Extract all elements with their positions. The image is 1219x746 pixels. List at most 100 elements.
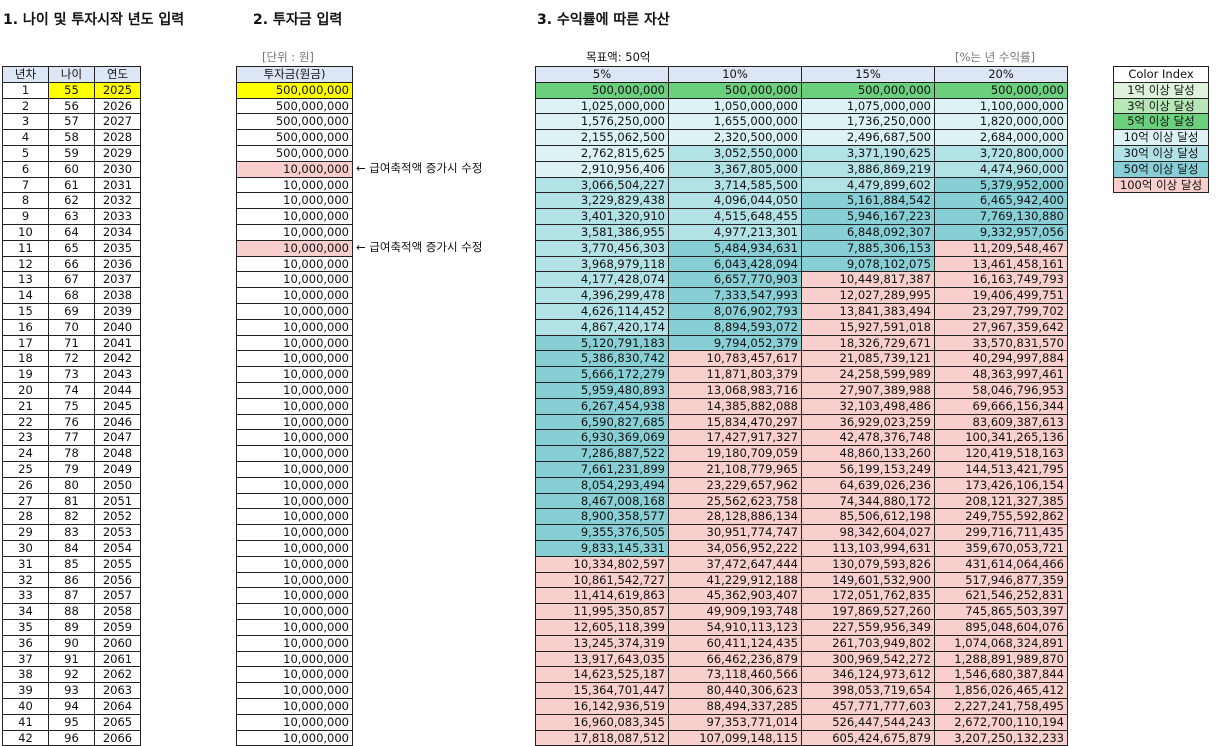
cell: 32 <box>2 571 49 589</box>
asset-cell: 526,447,544,243 <box>801 713 935 731</box>
asset-cell: 4,626,114,452 <box>535 303 669 320</box>
asset-cell: 517,946,877,359 <box>934 571 1068 589</box>
asset-cell: 4,479,899,602 <box>801 176 935 194</box>
asset-cell: 5,120,791,183 <box>535 334 669 352</box>
unit-note: [단위 : 원] <box>262 50 314 64</box>
asset-cell: 48,860,133,260 <box>801 445 935 462</box>
cell: 81 <box>48 492 95 510</box>
cell: 2053 <box>94 524 141 541</box>
legend-title: Color Index <box>1113 66 1209 83</box>
asset-cell: 457,771,777,603 <box>801 698 935 715</box>
asset-cell: 15,834,470,297 <box>668 413 802 431</box>
cell: 72 <box>48 350 95 368</box>
legend-item: 50억 이상 달성 <box>1113 160 1209 178</box>
asset-cell: 17,818,087,512 <box>535 729 669 746</box>
asset-cell: 11,209,548,467 <box>934 239 1068 257</box>
cell: 35 <box>2 619 49 636</box>
asset-cell: 56,199,153,249 <box>801 461 935 478</box>
cell: 69 <box>48 303 95 320</box>
amount-cell: 10,000,000 <box>236 540 353 557</box>
cell: 2056 <box>94 571 141 589</box>
cell: 23 <box>2 429 49 447</box>
asset-cell: 500,000,000 <box>801 81 935 99</box>
cell: 2040 <box>94 318 141 336</box>
cell: 27 <box>2 492 49 510</box>
amount-cell: 10,000,000 <box>236 287 353 304</box>
cell: 39 <box>2 682 49 699</box>
asset-cell: 2,910,956,406 <box>535 160 669 178</box>
asset-cell: 9,355,376,505 <box>535 524 669 541</box>
amount-cell: 10,000,000 <box>236 397 353 415</box>
asset-cell: 9,833,145,331 <box>535 540 669 557</box>
asset-cell: 42,478,376,748 <box>801 429 935 447</box>
cell: 22 <box>2 413 49 431</box>
cell: 37 <box>2 650 49 668</box>
cell: 30 <box>2 540 49 557</box>
asset-cell: 97,353,771,014 <box>668 713 802 731</box>
column-header: 년차 <box>2 66 49 83</box>
asset-cell: 1,856,026,465,412 <box>934 682 1068 699</box>
cell: 6 <box>2 160 49 178</box>
cell: 71 <box>48 334 95 352</box>
asset-cell: 3,714,585,500 <box>668 176 802 194</box>
rate-header: 15% <box>801 66 935 83</box>
cell: 18 <box>2 350 49 368</box>
asset-cell: 249,755,592,862 <box>934 508 1068 526</box>
amount-cell: 10,000,000 <box>236 603 353 620</box>
cell: 68 <box>48 287 95 304</box>
asset-cell: 60,411,124,435 <box>668 634 802 652</box>
cell: 2038 <box>94 287 141 304</box>
asset-cell: 3,367,805,000 <box>668 160 802 178</box>
cell: 41 <box>2 713 49 731</box>
asset-cell: 19,406,499,751 <box>934 287 1068 304</box>
cell: 25 <box>2 461 49 478</box>
cell: 2027 <box>94 113 141 131</box>
cell: 2041 <box>94 334 141 352</box>
cell: 59 <box>48 145 95 162</box>
cell: 11 <box>2 239 49 257</box>
legend-item: 1억 이상 달성 <box>1113 81 1209 99</box>
cell: 12 <box>2 255 49 273</box>
asset-cell: 13,917,643,035 <box>535 650 669 668</box>
cell: 78 <box>48 445 95 462</box>
cell: 64 <box>48 224 95 241</box>
cell: 2030 <box>94 160 141 178</box>
amount-cell: 10,000,000 <box>236 650 353 668</box>
cell: 93 <box>48 682 95 699</box>
amount-cell: 10,000,000 <box>236 666 353 684</box>
cell: 14 <box>2 287 49 304</box>
asset-cell: 6,930,369,069 <box>535 429 669 447</box>
cell: 2033 <box>94 208 141 225</box>
asset-cell: 621,546,252,831 <box>934 587 1068 605</box>
cell: 57 <box>48 113 95 131</box>
asset-cell: 30,951,774,747 <box>668 524 802 541</box>
asset-cell: 346,124,973,612 <box>801 666 935 684</box>
amount-cell: 500,000,000 <box>236 145 353 162</box>
asset-cell: 11,414,619,863 <box>535 587 669 605</box>
asset-cell: 130,079,593,826 <box>801 555 935 573</box>
asset-cell: 32,103,498,486 <box>801 397 935 415</box>
asset-cell: 48,363,997,461 <box>934 366 1068 383</box>
cell: 74 <box>48 382 95 399</box>
asset-cell: 4,096,044,050 <box>668 192 802 210</box>
amount-cell: 10,000,000 <box>236 555 353 573</box>
asset-cell: 8,894,593,072 <box>668 318 802 336</box>
asset-cell: 11,995,350,857 <box>535 603 669 620</box>
amount-cell: 10,000,000 <box>236 382 353 399</box>
asset-cell: 15,364,701,447 <box>535 682 669 699</box>
legend-item: 5억 이상 달성 <box>1113 113 1209 131</box>
asset-cell: 1,050,000,000 <box>668 97 802 115</box>
cell: 92 <box>48 666 95 684</box>
asset-cell: 27,907,389,988 <box>801 382 935 399</box>
cell: 89 <box>48 619 95 636</box>
cell: 83 <box>48 524 95 541</box>
asset-cell: 3,720,800,000 <box>934 145 1068 162</box>
asset-cell: 398,053,719,654 <box>801 682 935 699</box>
amount-cell: 500,000,000 <box>236 97 353 115</box>
annotation: ← 급여축적액 증가시 수정 <box>356 239 483 254</box>
asset-cell: 80,440,306,623 <box>668 682 802 699</box>
asset-cell: 13,461,458,161 <box>934 255 1068 273</box>
asset-cell: 6,267,454,938 <box>535 397 669 415</box>
asset-cell: 23,229,657,962 <box>668 476 802 494</box>
amount-cell: 10,000,000 <box>236 334 353 352</box>
